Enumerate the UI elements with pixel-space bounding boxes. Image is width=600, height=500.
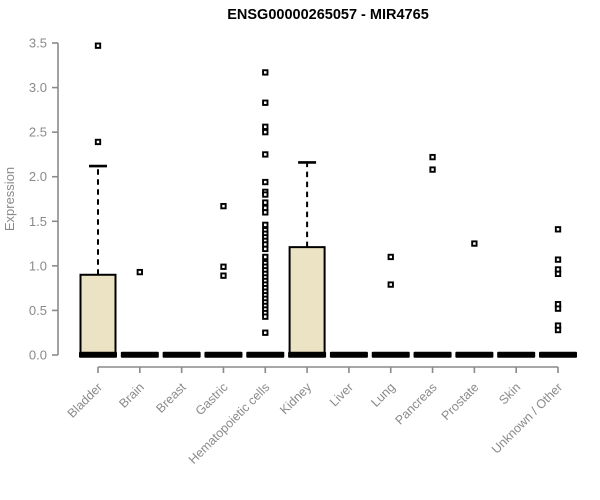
outlier-point-bladder	[94, 138, 102, 146]
x-tick-label-kidney: Kidney	[277, 380, 314, 417]
outlier-point-gastric	[220, 202, 227, 210]
median-bar-lung	[371, 351, 410, 358]
outlier-point-hematopoietic-cells	[262, 178, 269, 186]
outlier-point-hematopoietic-cells	[262, 123, 269, 130]
box-rect-kidney	[288, 246, 326, 356]
outlier-point-hematopoietic-cells	[262, 209, 269, 216]
median-bar-pancreas	[413, 351, 452, 358]
outlier-point-hematopoietic-cells	[262, 99, 269, 106]
outlier-point-hematopoietic-cells	[262, 221, 269, 229]
y-tick-label-1.5: 1.5	[29, 214, 47, 229]
plot-area: 0.0 0.5 1.0 1.5 2.0 2.5 3.0 3.5 Bladder Brain Brea…	[29, 36, 578, 467]
median-bar-skin	[497, 351, 536, 358]
x-tick-label-pancreas: Pancreas	[392, 380, 439, 427]
outlier-point-hematopoietic-cells	[262, 245, 269, 253]
x-tick-label-prostate: Prostate	[439, 380, 482, 423]
median-bar-kidney	[288, 351, 327, 358]
x-tick-label-gastric: Gastric	[193, 380, 231, 418]
y-tick-label-0.5: 0.5	[29, 303, 47, 318]
outlier-point-lung	[387, 253, 394, 261]
outlier-point-hematopoietic-cells	[262, 199, 269, 206]
outlier-point-lung	[387, 281, 394, 288]
median-bar-breast	[162, 351, 201, 358]
y-tick-label-2.0: 2.0	[29, 169, 47, 184]
median-bar-gastric	[204, 351, 243, 358]
x-tick-label-liver: Liver	[327, 380, 356, 409]
median-bar-hematopoietic-cells	[246, 351, 285, 358]
x-tick-label-unknown-other: Unknown / Other	[489, 380, 565, 456]
outlier-point-unknown-other	[554, 305, 562, 312]
median-bar-brain	[120, 351, 159, 358]
y-tick-label-1.0: 1.0	[29, 258, 47, 273]
box-rect-bladder	[79, 273, 117, 356]
y-tick-label-2.5: 2.5	[29, 125, 47, 140]
x-tick-label-bladder: Bladder	[65, 380, 105, 420]
y-axis-title: Expression	[2, 167, 17, 231]
x-tick-label-breast: Breast	[153, 380, 189, 416]
outlier-point-brain	[136, 268, 143, 276]
outlier-point-prostate	[471, 240, 478, 247]
y-tick-label-0.0: 0.0	[29, 348, 47, 363]
outlier-point-hematopoietic-cells	[262, 151, 269, 158]
x-tick-label-brain: Brain	[116, 380, 147, 411]
outlier-point-unknown-other	[554, 226, 562, 233]
median-bar-bladder	[79, 351, 117, 358]
outlier-point-gastric	[220, 272, 227, 279]
x-tick-label-hematopoietic-cells: Hematopoietic cells	[186, 380, 273, 467]
outlier-point-unknown-other	[554, 256, 562, 263]
chart-title: ENSG00000265057 - MIR4765	[227, 7, 429, 23]
outlier-point-hematopoietic-cells	[262, 313, 269, 320]
outlier-point-unknown-other	[554, 270, 562, 278]
x-tick-label-lung: Lung	[368, 380, 398, 410]
outlier-point-hematopoietic-cells	[262, 128, 269, 136]
outlier-point-gastric	[220, 263, 227, 270]
y-tick-label-3.0: 3.0	[29, 80, 47, 95]
outlier-point-hematopoietic-cells	[262, 69, 269, 76]
median-bar-liver	[329, 351, 368, 358]
outlier-point-bladder	[94, 42, 102, 49]
outlier-point-hematopoietic-cells	[262, 253, 269, 261]
outlier-point-hematopoietic-cells	[262, 329, 269, 336]
y-tick-label-3.5: 3.5	[29, 36, 47, 51]
outlier-point-pancreas	[429, 153, 436, 161]
outlier-point-unknown-other	[554, 326, 562, 334]
median-bar-prostate	[455, 351, 494, 358]
outlier-point-pancreas	[429, 166, 436, 173]
outlier-point-hematopoietic-cells	[262, 191, 269, 198]
median-bar-unknown-other	[539, 351, 578, 358]
x-tick-label-skin: Skin	[496, 380, 523, 407]
